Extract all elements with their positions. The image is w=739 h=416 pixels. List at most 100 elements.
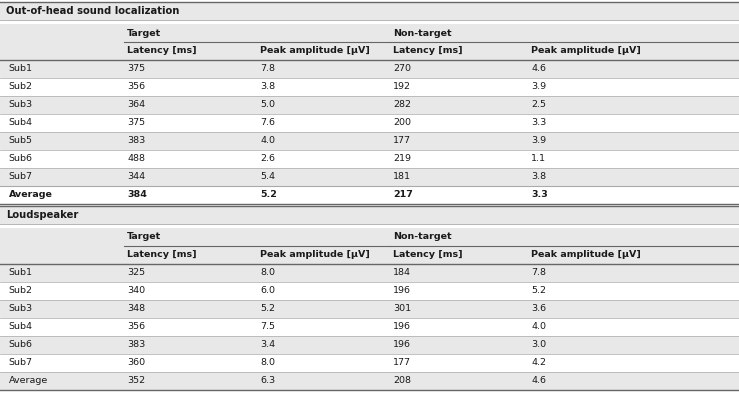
Text: 5.2: 5.2 bbox=[260, 191, 277, 200]
Text: 177: 177 bbox=[393, 359, 411, 367]
Bar bbox=[0, 2, 739, 20]
Text: Sub7: Sub7 bbox=[9, 359, 33, 367]
Text: 4.6: 4.6 bbox=[531, 376, 546, 386]
Text: 8.0: 8.0 bbox=[260, 268, 275, 277]
Text: Average: Average bbox=[9, 191, 52, 200]
Bar bbox=[0, 300, 739, 318]
Bar bbox=[0, 246, 739, 264]
Text: 184: 184 bbox=[393, 268, 411, 277]
Text: 4.2: 4.2 bbox=[531, 359, 546, 367]
Bar bbox=[0, 168, 739, 186]
Text: Loudspeaker: Loudspeaker bbox=[6, 210, 78, 220]
Text: 3.9: 3.9 bbox=[531, 82, 546, 92]
Text: 3.4: 3.4 bbox=[260, 341, 275, 349]
Bar bbox=[0, 282, 739, 300]
Text: 2.5: 2.5 bbox=[531, 101, 546, 109]
Text: 4.6: 4.6 bbox=[531, 64, 546, 74]
Text: 344: 344 bbox=[127, 173, 146, 181]
Text: 488: 488 bbox=[127, 154, 145, 163]
Text: 181: 181 bbox=[393, 173, 411, 181]
Text: 192: 192 bbox=[393, 82, 411, 92]
Text: 270: 270 bbox=[393, 64, 411, 74]
Text: Latency [ms]: Latency [ms] bbox=[393, 47, 463, 55]
Text: 6.0: 6.0 bbox=[260, 287, 275, 295]
Text: Peak amplitude [μV]: Peak amplitude [μV] bbox=[531, 250, 641, 260]
Text: 3.3: 3.3 bbox=[531, 191, 548, 200]
Text: 5.4: 5.4 bbox=[260, 173, 275, 181]
Text: 6.3: 6.3 bbox=[260, 376, 275, 386]
Bar bbox=[0, 114, 739, 132]
Text: Peak amplitude [μV]: Peak amplitude [μV] bbox=[260, 250, 370, 260]
Text: Sub4: Sub4 bbox=[9, 119, 33, 127]
Text: 1.1: 1.1 bbox=[531, 154, 546, 163]
Text: 356: 356 bbox=[127, 82, 146, 92]
Text: 219: 219 bbox=[393, 154, 411, 163]
Text: 2.6: 2.6 bbox=[260, 154, 275, 163]
Text: Target: Target bbox=[127, 233, 161, 242]
Text: Sub6: Sub6 bbox=[9, 341, 33, 349]
Text: Sub4: Sub4 bbox=[9, 322, 33, 332]
Bar bbox=[0, 132, 739, 150]
Text: Peak amplitude [μV]: Peak amplitude [μV] bbox=[531, 47, 641, 55]
Bar bbox=[0, 78, 739, 96]
Text: 384: 384 bbox=[127, 191, 147, 200]
Text: Non-target: Non-target bbox=[393, 233, 452, 242]
Text: Sub3: Sub3 bbox=[9, 305, 33, 314]
Text: 282: 282 bbox=[393, 101, 411, 109]
Text: 177: 177 bbox=[393, 136, 411, 146]
Bar bbox=[0, 354, 739, 372]
Text: Sub2: Sub2 bbox=[9, 287, 33, 295]
Text: 348: 348 bbox=[127, 305, 146, 314]
Text: 4.0: 4.0 bbox=[531, 322, 546, 332]
Text: 5.2: 5.2 bbox=[531, 287, 546, 295]
Text: 8.0: 8.0 bbox=[260, 359, 275, 367]
Text: Latency [ms]: Latency [ms] bbox=[127, 250, 197, 260]
Text: 5.2: 5.2 bbox=[260, 305, 275, 314]
Text: 208: 208 bbox=[393, 376, 411, 386]
Text: 375: 375 bbox=[127, 119, 146, 127]
Bar bbox=[0, 186, 739, 204]
Bar bbox=[0, 372, 739, 390]
Bar bbox=[0, 318, 739, 336]
Text: 200: 200 bbox=[393, 119, 411, 127]
Text: Target: Target bbox=[127, 29, 161, 37]
Text: 7.8: 7.8 bbox=[531, 268, 546, 277]
Bar bbox=[0, 206, 739, 224]
Text: 5.0: 5.0 bbox=[260, 101, 275, 109]
Text: 360: 360 bbox=[127, 359, 146, 367]
Text: 4.0: 4.0 bbox=[260, 136, 275, 146]
Text: 7.6: 7.6 bbox=[260, 119, 275, 127]
Text: 301: 301 bbox=[393, 305, 412, 314]
Text: 196: 196 bbox=[393, 341, 411, 349]
Text: 3.8: 3.8 bbox=[531, 173, 546, 181]
Text: 375: 375 bbox=[127, 64, 146, 74]
Text: Non-target: Non-target bbox=[393, 29, 452, 37]
Bar bbox=[0, 150, 739, 168]
Text: 3.6: 3.6 bbox=[531, 305, 546, 314]
Bar bbox=[0, 24, 739, 42]
Text: Average: Average bbox=[9, 376, 48, 386]
Text: 325: 325 bbox=[127, 268, 146, 277]
Bar bbox=[0, 264, 739, 282]
Text: 217: 217 bbox=[393, 191, 413, 200]
Text: 3.9: 3.9 bbox=[531, 136, 546, 146]
Bar bbox=[0, 42, 739, 60]
Bar bbox=[0, 228, 739, 246]
Bar bbox=[0, 96, 739, 114]
Text: 364: 364 bbox=[127, 101, 146, 109]
Text: 3.8: 3.8 bbox=[260, 82, 275, 92]
Text: 7.8: 7.8 bbox=[260, 64, 275, 74]
Bar bbox=[0, 60, 739, 78]
Text: 383: 383 bbox=[127, 136, 146, 146]
Text: 383: 383 bbox=[127, 341, 146, 349]
Text: 352: 352 bbox=[127, 376, 146, 386]
Text: Sub7: Sub7 bbox=[9, 173, 33, 181]
Text: Out-of-head sound localization: Out-of-head sound localization bbox=[6, 6, 180, 16]
Bar bbox=[0, 336, 739, 354]
Text: Sub2: Sub2 bbox=[9, 82, 33, 92]
Text: Sub1: Sub1 bbox=[9, 268, 33, 277]
Text: 7.5: 7.5 bbox=[260, 322, 275, 332]
Text: Latency [ms]: Latency [ms] bbox=[393, 250, 463, 260]
Text: 196: 196 bbox=[393, 322, 411, 332]
Text: Latency [ms]: Latency [ms] bbox=[127, 47, 197, 55]
